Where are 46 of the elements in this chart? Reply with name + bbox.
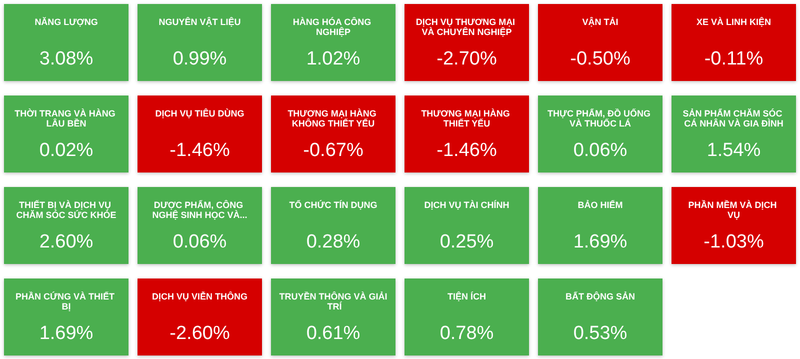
category-label: XE VÀ LINH KIỆN — [696, 16, 772, 27]
category-label: BẢO HIỂM — [578, 199, 623, 210]
category-label: DỊCH VỤ TIÊU DÙNG — [155, 108, 244, 118]
category-label: VẬN TẢI — [582, 16, 618, 27]
category-label: THỜI TRANG VÀ HÀNG LÂU BỀN — [14, 108, 118, 128]
data-label: 1.54% — [706, 140, 761, 161]
data-label: -0.50% — [570, 48, 630, 70]
category-label: BẤT ĐỘNG SẢN — [566, 290, 635, 302]
category-label: PHẦN CỨNG VÀ THIẾT BỊ — [16, 290, 117, 312]
category-label: HÀNG HÓA CÔNG NGHIỆP — [292, 16, 374, 37]
category-label: DỊCH VỤ VIỄN THÔNG — [152, 290, 248, 302]
data-label: -0.67% — [303, 140, 364, 161]
data-label: 0.28% — [306, 232, 360, 252]
category-label: PHẦN MỀM VÀ DỊCH VỤ — [688, 199, 780, 220]
category-label: TỔ CHỨC TÍN DỤNG — [289, 199, 378, 210]
category-label: NĂNG LƯỢNG — [34, 17, 98, 27]
data-label: 1.02% — [306, 48, 360, 70]
data-label: -0.11% — [704, 48, 764, 70]
data-label: 0.61% — [306, 323, 360, 344]
data-label: 0.78% — [440, 323, 494, 344]
data-label: 0.02% — [39, 140, 94, 161]
data-label: 0.99% — [172, 48, 227, 70]
data-label: 0.53% — [573, 323, 628, 344]
data-label: 3.08% — [39, 48, 94, 70]
category-label: THỰC PHẨM, ĐỒ UỐNG VÀ THUỐC LÁ — [548, 108, 653, 128]
category-label: SẢN PHẨM CHĂM SÓC CÁ NHÂN VÀ GIA ĐÌNH — [682, 108, 785, 128]
data-label: -1.46% — [170, 140, 230, 161]
category-label: THƯƠNG MẠI HÀNG THIẾT YẾU — [421, 108, 512, 128]
category-label: DƯỢC PHẨM, CÔNG NGHỆ SINH HỌC VÀ... — [152, 199, 248, 220]
data-label: 2.60% — [39, 232, 94, 252]
category-label: THƯƠNG MẠI HÀNG KHÔNG THIẾT YẾU — [288, 108, 379, 128]
category-label: TIỆN ÍCH — [447, 290, 486, 302]
data-label: 1.69% — [39, 323, 94, 344]
data-label: -1.03% — [704, 232, 764, 252]
data-label: 0.06% — [573, 140, 628, 161]
data-label: -1.46% — [436, 140, 497, 161]
category-label: DỊCH VỤ THƯƠNG MẠI VÀ CHUYÊN NGHIỆP — [416, 17, 518, 37]
data-label: 0.25% — [440, 232, 494, 252]
data-label: -2.70% — [436, 48, 497, 70]
category-label: DỊCH VỤ TÀI CHÍNH — [424, 200, 510, 210]
data-label: 0.06% — [172, 232, 227, 252]
category-label: TRUYỀN THÔNG VÀ GIẢI TRÍ — [279, 290, 388, 312]
data-label: -2.60% — [170, 323, 230, 344]
category-label: NGUYÊN VẬT LIỆU — [158, 16, 241, 27]
data-label: 1.69% — [573, 232, 628, 252]
category-label: THIẾT BỊ VÀ DỊCH VỤ CHĂM SÓC SỨC KHỎE — [16, 199, 116, 220]
